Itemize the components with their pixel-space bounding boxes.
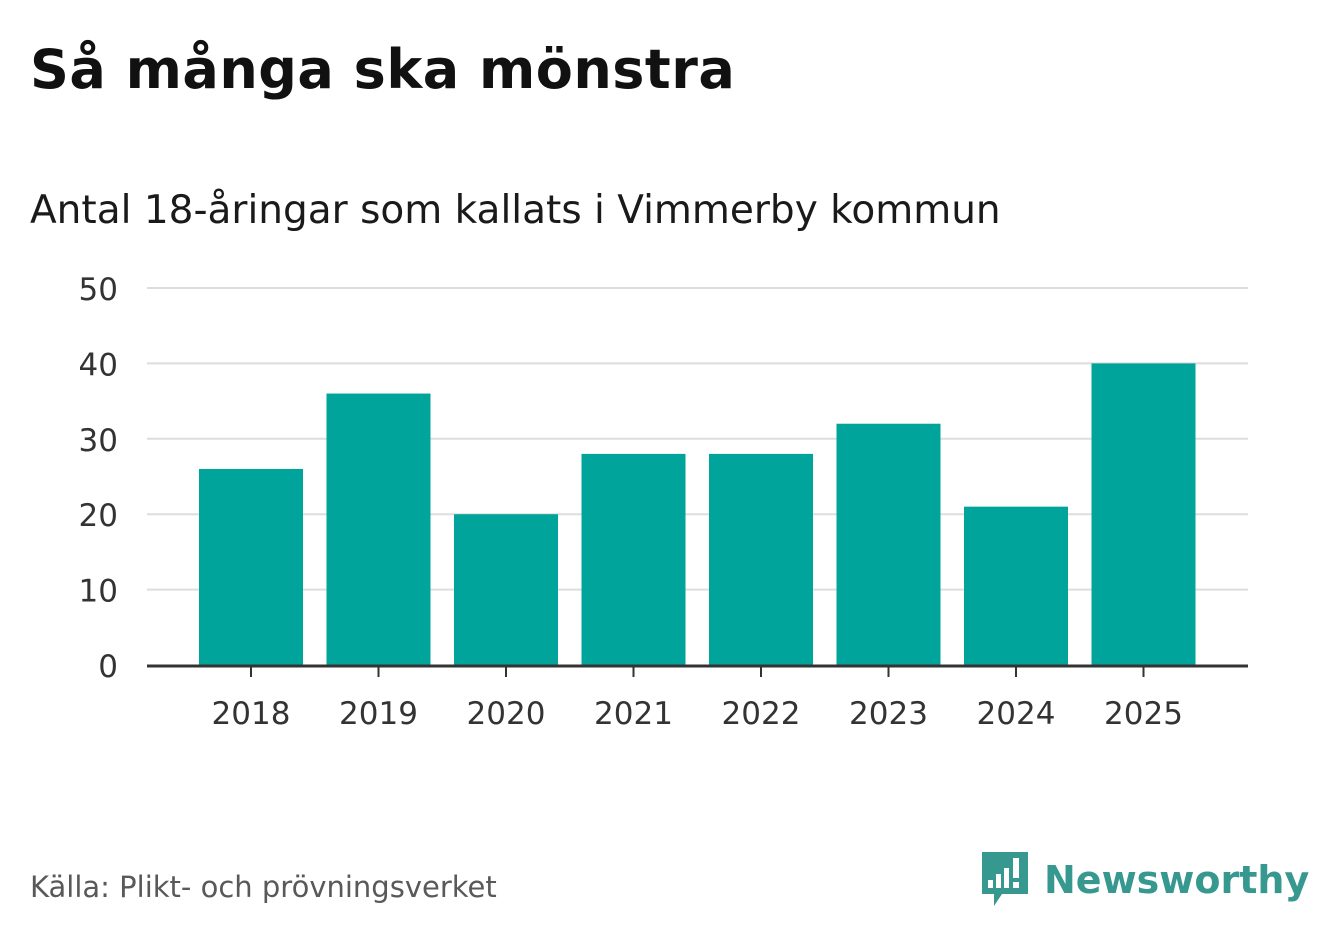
y-tick-label: 30 [79,423,118,459]
y-tick-label: 50 [79,272,118,308]
x-tick-label: 2018 [212,696,291,732]
newsworthy-logo: Newsworthy [980,850,1309,910]
chart-title: Så många ska mönstra [30,38,736,101]
bar [199,468,303,665]
bar [454,514,558,665]
x-tick-label: 2025 [1104,696,1183,732]
x-tick-label: 2021 [594,696,673,732]
x-tick-label: 2024 [977,696,1056,732]
x-tick-label: 2023 [849,696,928,732]
bar [709,453,813,665]
y-tick-label: 40 [79,347,118,383]
bar [326,393,431,665]
chart-subtitle: Antal 18-åringar som kallats i Vimmerby … [30,188,1001,233]
bar [964,506,1068,665]
y-tick-label: 20 [79,498,118,534]
x-tick-label: 2019 [339,696,418,732]
brand-name: Newsworthy [1044,858,1310,902]
bar [1091,363,1196,665]
source-note: Källa: Plikt- och prövningsverket [30,870,497,904]
x-tick-label: 2020 [467,696,546,732]
bar [836,423,941,665]
y-tick-label: 0 [98,649,118,685]
newsworthy-logo-icon [982,852,1028,906]
x-tick-label: 2022 [722,696,801,732]
y-tick-label: 10 [79,574,118,610]
bar [581,453,686,665]
